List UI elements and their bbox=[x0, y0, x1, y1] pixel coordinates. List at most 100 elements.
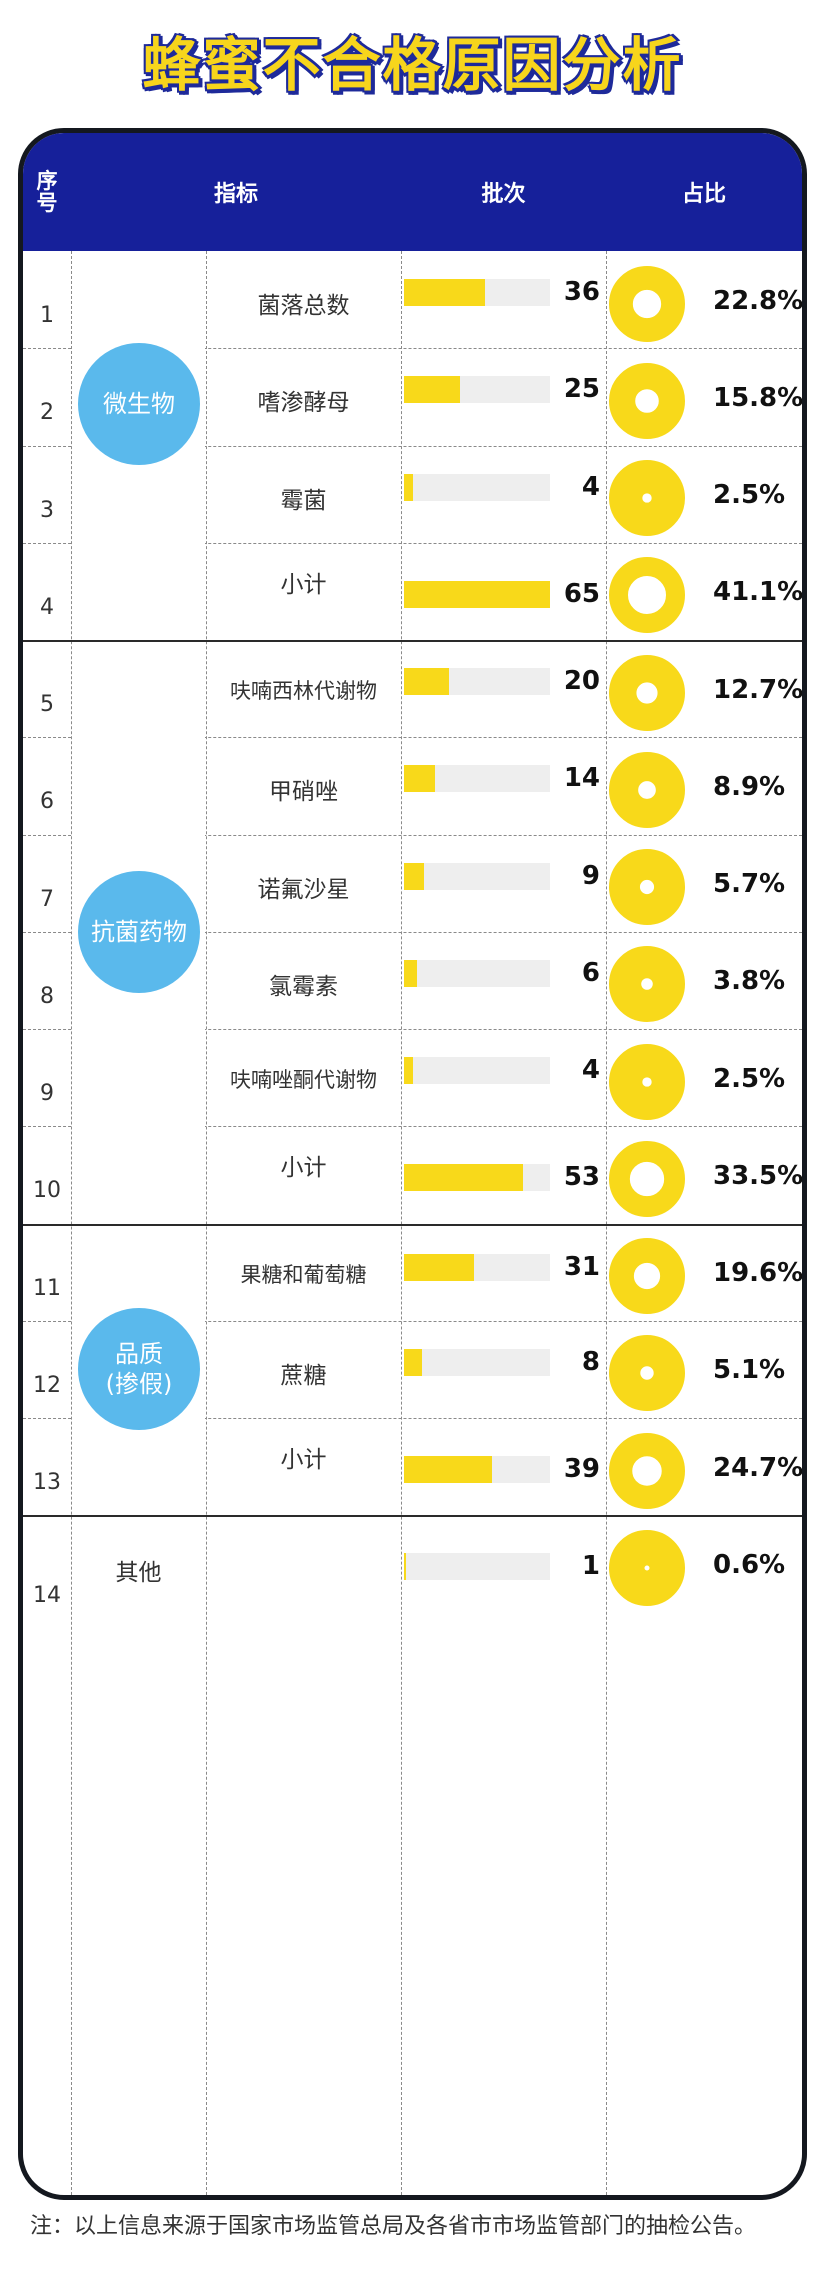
column-divider bbox=[606, 251, 607, 2195]
bar-track bbox=[404, 862, 550, 890]
ratio-ring-mark bbox=[608, 265, 686, 342]
bar bbox=[404, 1253, 474, 1281]
bar bbox=[404, 1057, 413, 1084]
page-title: 蜂蜜不合格原因分析 bbox=[142, 31, 683, 99]
ratio-ring bbox=[609, 362, 685, 439]
row-indicator: 诺氟沙星 bbox=[257, 876, 350, 903]
bar-value-label: 39 bbox=[563, 1454, 600, 1484]
ratio-ring-mark bbox=[609, 460, 685, 537]
row-indicator: 嗜渗酵母 bbox=[257, 390, 350, 417]
row-divider bbox=[23, 1418, 802, 1419]
ratio-label: 22.8% bbox=[713, 285, 804, 316]
category-label: 微生物 bbox=[103, 389, 175, 418]
row-seq: 5 bbox=[40, 692, 54, 717]
ratio-ring bbox=[609, 1335, 685, 1412]
bar bbox=[404, 765, 436, 793]
footnote: 注：以上信息来源于国家市场监管总局及各省市市场监管部门的抽检公告。 bbox=[30, 2214, 757, 2239]
table-row: 4 小计 65 41.1% bbox=[23, 543, 802, 640]
table-row: 14 其他 1 0.6% bbox=[23, 1515, 802, 1612]
row-divider bbox=[23, 1320, 802, 1322]
bar-track bbox=[404, 668, 550, 695]
ratio-ring-mark bbox=[608, 1432, 686, 1509]
bar-track bbox=[404, 765, 550, 793]
bar bbox=[404, 473, 413, 501]
bar-value-label: 1 bbox=[581, 1551, 600, 1582]
ratio-label: 2.5% bbox=[713, 1063, 786, 1094]
bar-value-label: 14 bbox=[563, 763, 600, 794]
table-row: 2 嗜渗酵母 25 15.8% bbox=[23, 348, 802, 445]
bar-track bbox=[404, 1253, 550, 1281]
ratio-label: 5.1% bbox=[713, 1355, 786, 1386]
ratio-ring bbox=[609, 460, 685, 537]
section-divider bbox=[23, 640, 802, 642]
ratio-label: 8.9% bbox=[713, 771, 786, 802]
header-seq-char-1: 序 bbox=[36, 169, 58, 193]
ratio-ring bbox=[609, 1238, 685, 1315]
bar bbox=[404, 279, 485, 306]
row-indicator: 蔗糖 bbox=[280, 1362, 327, 1389]
bar bbox=[404, 1553, 407, 1581]
category-cell-background bbox=[73, 1027, 205, 1032]
ratio-ring-mark bbox=[608, 946, 686, 1023]
header-seq-char-2: 号 bbox=[36, 191, 58, 215]
section-divider bbox=[23, 1515, 802, 1518]
row-divider bbox=[23, 445, 802, 447]
ratio-ring-mark bbox=[609, 1043, 685, 1120]
ratio-label: 3.8% bbox=[713, 966, 786, 997]
ratio-ring bbox=[608, 946, 686, 1023]
ratio-ring-mark bbox=[608, 654, 686, 731]
header-batches: 批次 bbox=[481, 182, 526, 207]
row-divider bbox=[23, 1029, 802, 1030]
bar bbox=[404, 1164, 524, 1192]
bar-value-label: 4 bbox=[581, 1055, 600, 1085]
ratio-label: 24.7% bbox=[713, 1452, 804, 1483]
ratio-label: 15.8% bbox=[713, 382, 804, 413]
category-cell-background bbox=[73, 1124, 205, 1130]
ratio-ring-mark bbox=[609, 751, 685, 828]
row-divider bbox=[23, 931, 802, 933]
category-label: 抗菌药物 bbox=[91, 917, 187, 946]
bar-value-label: 6 bbox=[581, 957, 600, 988]
header-seq: 序 号 bbox=[23, 133, 71, 251]
table-header: 序 号 指标 批次 占比 bbox=[23, 133, 802, 251]
bar bbox=[404, 376, 461, 404]
row-divider bbox=[23, 542, 802, 544]
row-seq: 3 bbox=[40, 497, 54, 523]
bar-track bbox=[404, 376, 550, 404]
row-indicator: 其他 bbox=[115, 1560, 162, 1587]
ratio-label: 19.6% bbox=[713, 1258, 804, 1289]
row-indicator: 霉菌 bbox=[280, 487, 327, 514]
bar-value-label: 36 bbox=[563, 277, 600, 307]
ratio-ring-mark bbox=[609, 1529, 685, 1606]
bar-value-label: 4 bbox=[581, 471, 600, 502]
row-divider bbox=[23, 348, 802, 350]
bar bbox=[404, 580, 550, 608]
row-divider bbox=[23, 834, 802, 836]
bar-track bbox=[404, 1348, 550, 1376]
ratio-ring bbox=[608, 1432, 686, 1509]
row-seq: 2 bbox=[40, 400, 54, 426]
row-seq: 6 bbox=[40, 789, 54, 815]
bar-track bbox=[404, 279, 550, 306]
ratio-ring bbox=[609, 849, 685, 926]
category-cell-background bbox=[73, 540, 205, 546]
table-frame: 序 号 指标 批次 占比 1 菌落总数 36 22.8% 2 嗜渗酵母 25 15.8% 3 霉菌… bbox=[18, 128, 807, 2200]
bar-value-label: 9 bbox=[581, 860, 600, 891]
ratio-label: 2.5% bbox=[713, 480, 786, 511]
ratio-ring bbox=[609, 1529, 685, 1606]
bar-track bbox=[404, 959, 550, 987]
table-row: 8 氯霉素 6 3.8% bbox=[23, 932, 802, 1029]
bar-track bbox=[404, 473, 550, 501]
row-indicator: 氯霉素 bbox=[269, 973, 338, 1000]
ratio-label: 12.7% bbox=[713, 674, 804, 705]
category-label: (掺假) bbox=[105, 1370, 173, 1399]
ratio-ring bbox=[609, 1043, 685, 1120]
ratio-ring bbox=[609, 751, 685, 828]
row-indicator: 果糖和葡萄糖 bbox=[240, 1262, 367, 1287]
row-seq: 13 bbox=[33, 1470, 61, 1495]
row-indicator: 小计 bbox=[280, 571, 327, 598]
bar-track bbox=[404, 1057, 550, 1084]
bar bbox=[404, 862, 425, 890]
category-label: 品质 bbox=[115, 1340, 163, 1369]
row-seq: 11 bbox=[33, 1275, 61, 1301]
